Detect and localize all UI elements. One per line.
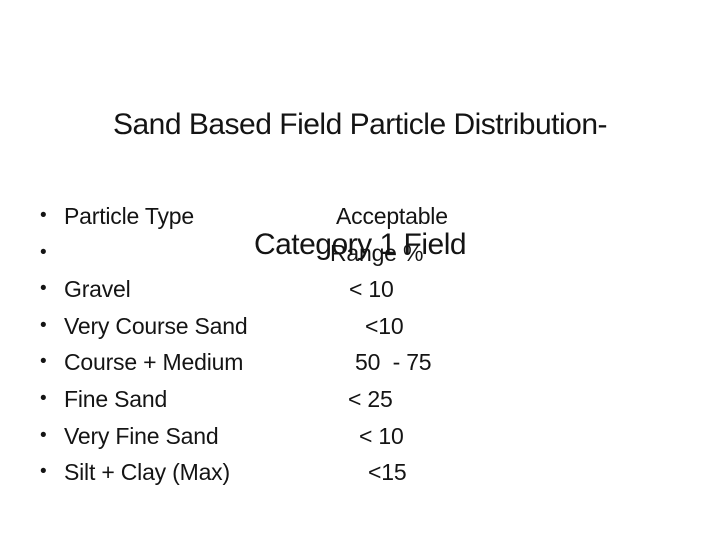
list-item: • Course + Medium 50 - 75 (0, 344, 720, 381)
slide-title-line-2: Category 1 Field (253, 228, 467, 261)
acceptable-range-value: < 10 (349, 276, 394, 303)
particle-distribution-list: • Particle Type Acceptable • Range % • G… (0, 198, 720, 491)
particle-type-label: Very Fine Sand (64, 422, 219, 449)
bullet-icon: • (40, 387, 47, 409)
bullet-icon: • (40, 461, 47, 483)
bullet-icon: • (40, 424, 47, 446)
particle-type-label: Gravel (64, 276, 131, 303)
acceptable-range-value: < 25 (348, 385, 393, 412)
bullet-icon: • (40, 278, 47, 300)
particle-type-label: Course + Medium (64, 349, 244, 376)
list-item: • Silt + Clay (Max) <15 (0, 454, 720, 491)
list-item: • Gravel < 10 (0, 271, 720, 308)
bullet-icon: • (40, 314, 47, 336)
acceptable-range-value: Range % (330, 239, 424, 266)
list-item: • Very Course Sand <10 (0, 308, 720, 345)
particle-type-label: Fine Sand (64, 385, 168, 412)
list-item: • Fine Sand < 25 (0, 381, 720, 418)
bullet-icon: • (40, 241, 47, 263)
acceptable-range-value: 50 - 75 (355, 349, 432, 376)
bullet-icon: • (40, 205, 47, 226)
list-item: • Range % (0, 235, 720, 272)
acceptable-range-value: < 10 (359, 422, 404, 449)
bullet-icon: • (40, 351, 47, 373)
slide-title-line-1: Sand Based Field Particle Distribution- (112, 108, 608, 141)
particle-type-label: Very Course Sand (64, 312, 248, 339)
acceptable-range-value: <15 (368, 459, 407, 486)
slide-title: Sand Based Field Particle Distribution- … (0, 25, 720, 345)
acceptable-range-value: Acceptable (336, 203, 448, 229)
list-item: • Particle Type Acceptable (0, 198, 720, 235)
list-item: • Very Fine Sand < 10 (0, 418, 720, 455)
acceptable-range-value: <10 (365, 312, 404, 339)
particle-type-label: Particle Type (64, 203, 194, 229)
particle-type-label: Silt + Clay (Max) (64, 459, 230, 486)
